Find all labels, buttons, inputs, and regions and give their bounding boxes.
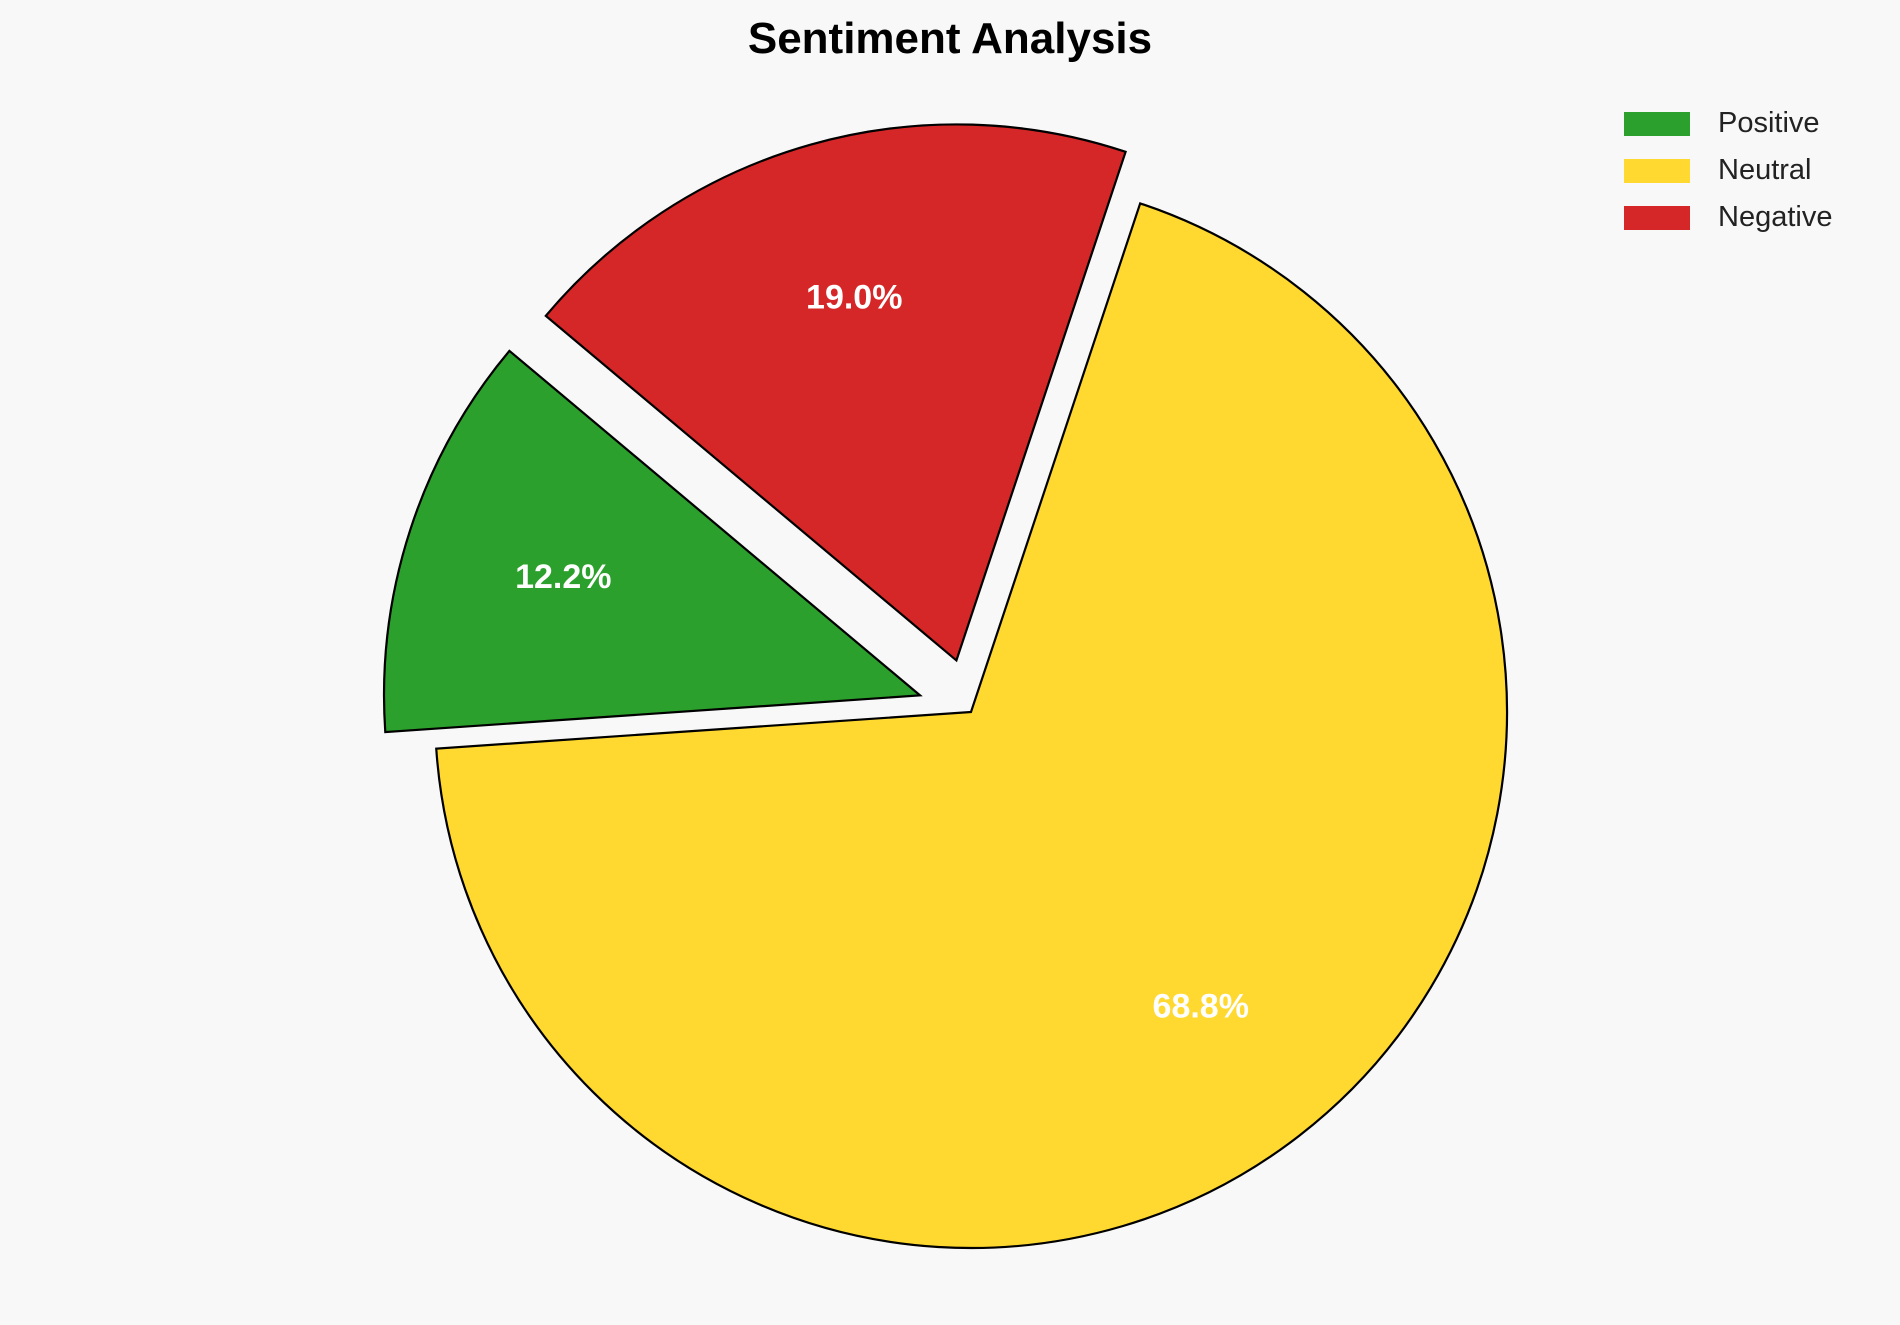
legend-item-negative: Negative xyxy=(1624,194,1832,241)
legend-item-positive: Positive xyxy=(1624,100,1832,147)
legend-item-neutral: Neutral xyxy=(1624,147,1832,194)
legend-label: Negative xyxy=(1718,201,1833,233)
chart-title: Sentiment Analysis xyxy=(747,14,1153,63)
legend-label: Positive xyxy=(1718,107,1820,139)
legend: Positive Neutral Negative xyxy=(1624,100,1832,241)
pie-label-positive: 12.2% xyxy=(515,558,611,596)
legend-swatch-neutral xyxy=(1624,158,1690,183)
pie-label-neutral: 68.8% xyxy=(1153,988,1249,1026)
pie-slice-negative xyxy=(544,123,1127,663)
legend-swatch-positive xyxy=(1624,111,1690,136)
legend-swatch-negative xyxy=(1624,205,1690,230)
pie-slice-neutral xyxy=(435,202,1509,1250)
legend-label: Neutral xyxy=(1718,154,1812,186)
pie-slice-positive xyxy=(382,349,923,734)
pie-label-negative: 19.0% xyxy=(806,278,902,316)
